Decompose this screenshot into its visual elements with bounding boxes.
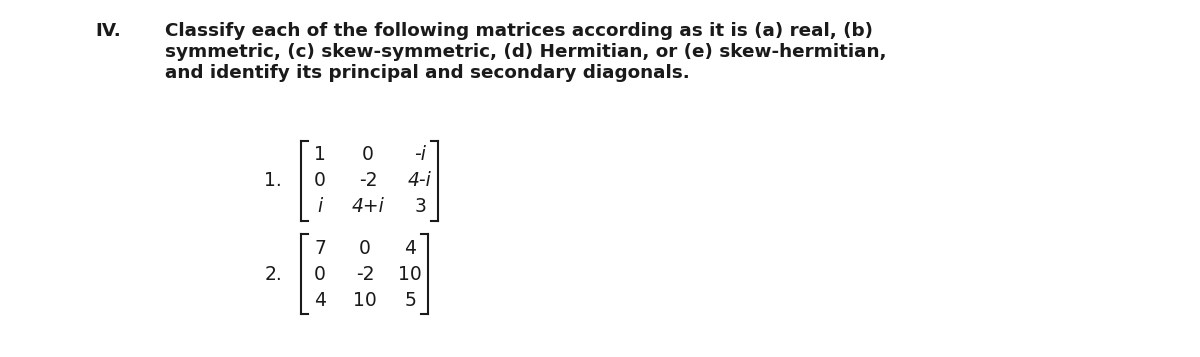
- Text: 0: 0: [359, 238, 371, 257]
- Text: symmetric, (c) skew-symmetric, (d) Hermitian, or (e) skew-hermitian,: symmetric, (c) skew-symmetric, (d) Hermi…: [166, 43, 887, 61]
- Text: 4+i: 4+i: [352, 197, 384, 216]
- Text: Classify each of the following matrices according as it is (a) real, (b): Classify each of the following matrices …: [166, 22, 874, 40]
- Text: i: i: [317, 197, 323, 216]
- Text: 10: 10: [398, 265, 422, 283]
- Text: 1: 1: [314, 146, 326, 165]
- Text: -i: -i: [414, 146, 426, 165]
- Text: 4: 4: [404, 238, 416, 257]
- Text: 7: 7: [314, 238, 326, 257]
- Text: 0: 0: [314, 171, 326, 191]
- Text: 1.: 1.: [264, 171, 282, 191]
- Text: 3: 3: [414, 197, 426, 216]
- Text: 0: 0: [314, 265, 326, 283]
- Text: IV.: IV.: [95, 22, 121, 40]
- Text: -2: -2: [359, 171, 377, 191]
- Text: and identify its principal and secondary diagonals.: and identify its principal and secondary…: [166, 64, 690, 82]
- Text: -2: -2: [355, 265, 374, 283]
- Text: 2.: 2.: [264, 265, 282, 283]
- Text: 5: 5: [404, 291, 416, 310]
- Text: 4-i: 4-i: [408, 171, 432, 191]
- Text: 4: 4: [314, 291, 326, 310]
- Text: 10: 10: [353, 291, 377, 310]
- Text: 0: 0: [362, 146, 374, 165]
